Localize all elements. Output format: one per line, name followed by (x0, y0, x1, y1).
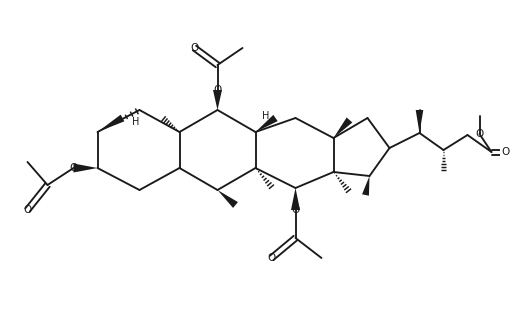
Text: O: O (190, 43, 199, 53)
Polygon shape (97, 115, 124, 132)
Text: O: O (267, 253, 275, 263)
Polygon shape (333, 118, 352, 138)
Polygon shape (218, 190, 238, 208)
Text: O: O (291, 205, 300, 215)
Polygon shape (74, 164, 97, 172)
Polygon shape (416, 110, 423, 133)
Polygon shape (255, 115, 278, 132)
Polygon shape (213, 90, 222, 110)
Text: O: O (69, 163, 78, 173)
Text: O: O (501, 147, 509, 157)
Text: O: O (214, 85, 222, 95)
Polygon shape (291, 188, 300, 210)
Text: H: H (132, 117, 139, 127)
Text: O: O (475, 129, 484, 139)
Text: O: O (24, 205, 32, 215)
Polygon shape (362, 176, 370, 196)
Text: H: H (262, 111, 269, 121)
